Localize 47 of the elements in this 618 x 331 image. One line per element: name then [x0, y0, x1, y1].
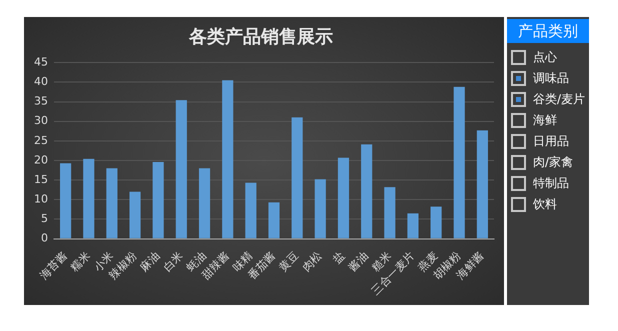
bar — [106, 168, 118, 238]
x-tick-label: 糯米 — [68, 249, 93, 274]
bar — [407, 213, 419, 238]
y-tick-label: 20 — [34, 153, 48, 166]
bar — [314, 179, 326, 238]
x-tick-label: 黄豆 — [276, 249, 302, 274]
y-tick-label: 30 — [34, 114, 48, 128]
bar — [245, 182, 256, 238]
bar — [384, 187, 396, 238]
bar — [60, 163, 72, 238]
bar — [338, 158, 350, 238]
text: 肉/家禽 — [533, 154, 574, 171]
y-tick-label: 0 — [40, 232, 48, 245]
bar — [430, 206, 442, 238]
y-tick-label: 15 — [34, 172, 48, 186]
bar — [292, 117, 303, 238]
y-tick-label: 25 — [34, 134, 48, 147]
x-tick-label: 肉松 — [300, 249, 324, 274]
text: 调味品 — [533, 70, 569, 87]
bar — [476, 130, 488, 238]
bar — [222, 80, 234, 238]
y-tick-label: 35 — [34, 94, 48, 108]
bar — [361, 144, 372, 238]
x-tick-label: 酱油 — [346, 249, 371, 274]
text: 日用品 — [533, 133, 569, 150]
x-tick-label: 盐 — [330, 249, 348, 266]
bar — [129, 192, 141, 238]
text: 海鲜 — [533, 112, 557, 129]
text: 点心 — [533, 49, 557, 66]
bar — [454, 86, 465, 238]
x-tick-label: 麻油 — [138, 249, 162, 274]
bar — [152, 162, 164, 238]
y-tick-label: 5 — [40, 212, 48, 226]
x-tick-label: 白米 — [160, 249, 186, 274]
y-tick-label: 10 — [34, 192, 48, 206]
chart-title: 各类产品销售展示 — [188, 26, 333, 48]
y-tick-label: 45 — [34, 55, 48, 68]
bar — [83, 158, 94, 238]
bar — [176, 100, 187, 238]
bar — [268, 202, 280, 238]
text: 饮料 — [533, 196, 557, 213]
x-tick-label: 海苔酱 — [37, 249, 70, 282]
text: 谷类/麦片 — [533, 91, 586, 108]
bar — [198, 168, 210, 238]
text: 产品类别 — [507, 19, 589, 43]
y-tick-label: 40 — [34, 75, 48, 88]
text: 特制品 — [533, 175, 569, 192]
